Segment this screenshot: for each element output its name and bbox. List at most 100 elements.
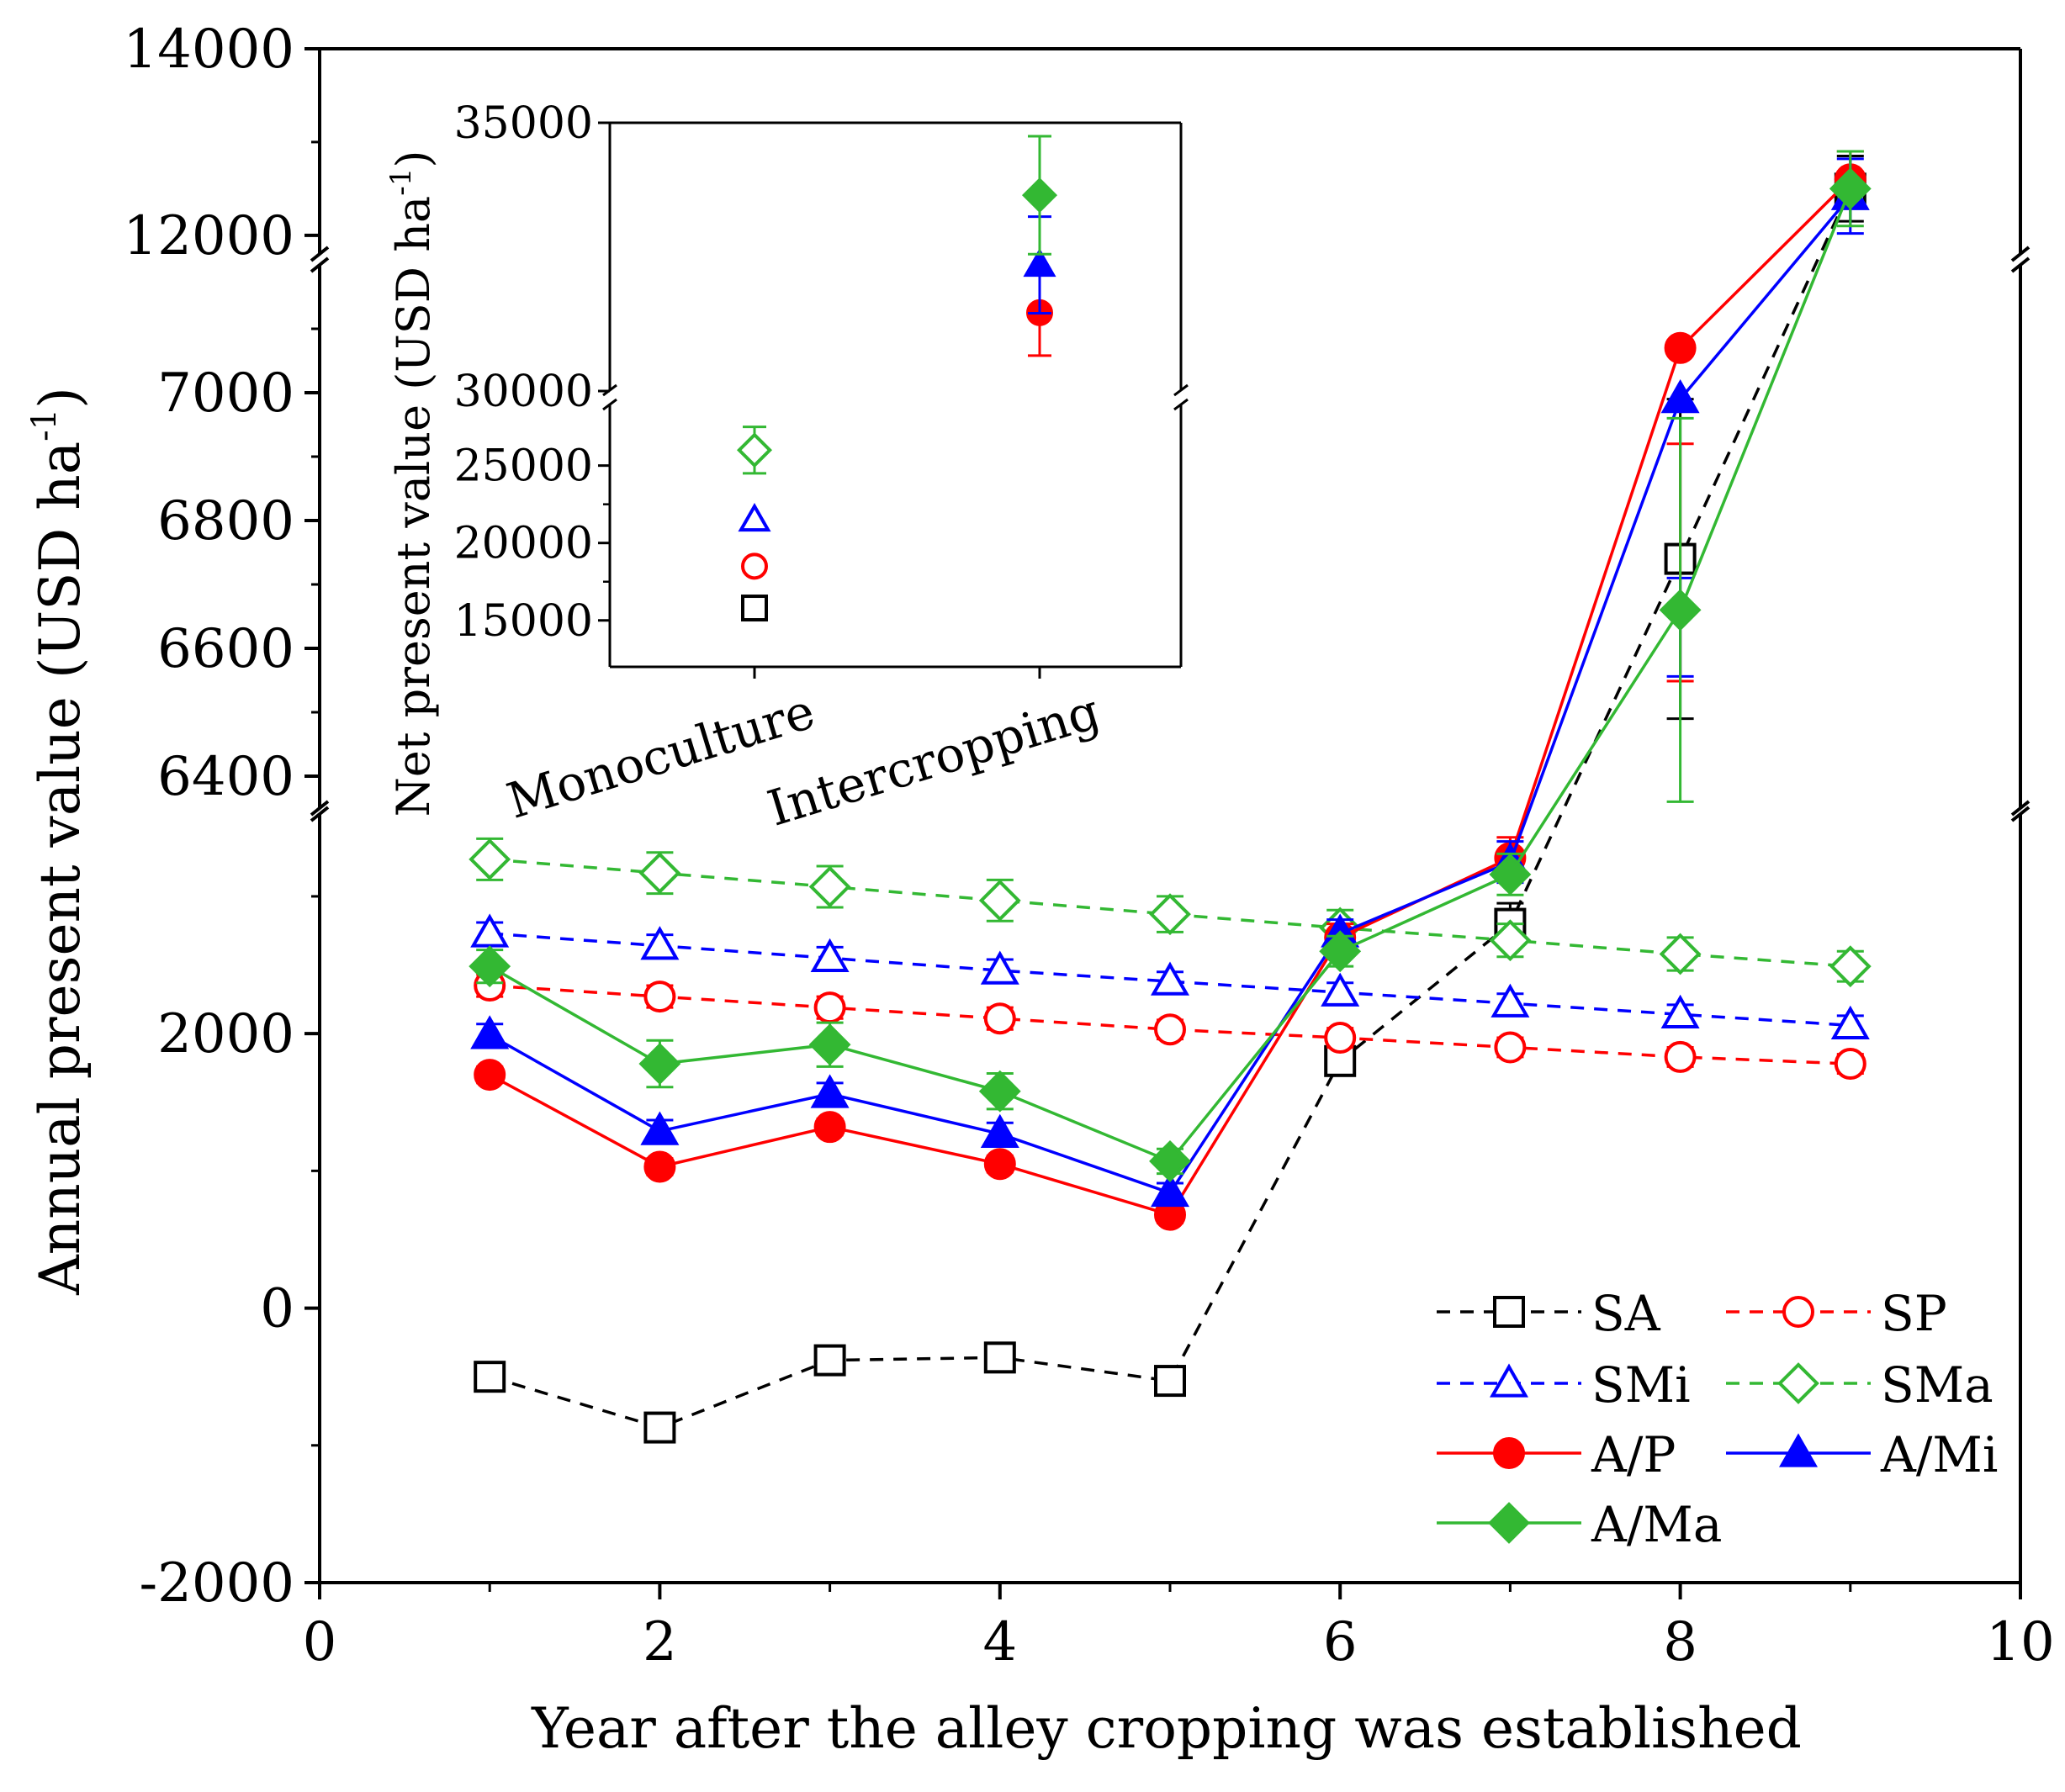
inset-point-sp: [741, 552, 768, 580]
inset-data-point: [741, 552, 768, 580]
inset-y-tick-label: 30000: [454, 367, 593, 417]
inset-y-axis-title-close: ): [387, 151, 440, 168]
legend-marker: [1490, 1363, 1528, 1398]
axis-break-mark: [2010, 256, 2031, 273]
legend: SA SP SMi SMa A/P A/Mi A/Ma: [1437, 1285, 1998, 1553]
data-point: [469, 945, 511, 988]
x-axis-title: Year after the alley cropping was establ…: [531, 1696, 1802, 1761]
inset-point-a-ma: [1021, 135, 1058, 256]
x-tick-label: 4: [982, 1611, 1017, 1673]
inset-data-point: [738, 502, 771, 532]
data-point: [983, 1002, 1016, 1035]
axis-break-mark: [310, 806, 330, 822]
legend-label: A/Mi: [1880, 1426, 1998, 1483]
data-point: [1154, 1013, 1186, 1046]
data-point: [1659, 933, 1702, 975]
data-point: [808, 1023, 851, 1066]
x-tick-label: 10: [1986, 1611, 2054, 1673]
legend-marker: [1493, 1437, 1525, 1469]
data-point: [643, 1150, 676, 1183]
series-a-p: [474, 150, 1866, 1231]
axis-break-mark: [310, 246, 330, 262]
legend-item-sp: SP: [1726, 1285, 1947, 1342]
series-line: [490, 932, 1851, 1028]
x-tick-label: 0: [303, 1611, 337, 1673]
data-point: [643, 1411, 676, 1444]
data-point: [640, 1111, 680, 1145]
data-point: [808, 865, 851, 908]
data-point: [1154, 1365, 1186, 1398]
data-point: [978, 1070, 1021, 1113]
series-line: [490, 858, 1851, 968]
inset-axis-break-mark: [1173, 398, 1189, 411]
data-point: [1829, 945, 1872, 988]
axis-break-mark: [310, 800, 330, 817]
axis-break-mark: [2010, 806, 2031, 822]
legend-item-a-mi: A/Mi: [1726, 1426, 1998, 1483]
inset-y-axis-title-main: Net present value (USD ha: [387, 196, 440, 817]
legend-label: SMa: [1881, 1356, 1994, 1414]
legend-marker: [1777, 1362, 1819, 1404]
inset-y-tick-label: 25000: [454, 441, 593, 492]
y-axis-title: Annual present value (USD ha-1): [25, 387, 93, 1296]
axis-break-mark: [2010, 246, 2031, 262]
legend-label: A/Ma: [1591, 1496, 1722, 1553]
legend-marker: [1779, 1433, 1818, 1467]
series-line: [490, 984, 1851, 1065]
data-point: [470, 1015, 510, 1049]
data-point: [1149, 893, 1191, 936]
x-tick-label: 6: [1323, 1611, 1358, 1673]
inset-axis-break-mark: [1173, 383, 1189, 397]
legend-label: SA: [1591, 1285, 1661, 1342]
data-point: [1489, 853, 1532, 896]
inset-y-tick-label: 15000: [454, 596, 593, 647]
axis-break-mark: [310, 256, 330, 273]
y-tick-label: 6800: [157, 490, 294, 552]
data-point: [1830, 1005, 1870, 1040]
data-point: [983, 1341, 1016, 1374]
legend-item-sa: SA: [1437, 1285, 1661, 1342]
axis-break-mark: [2010, 800, 2031, 817]
data-point: [643, 981, 676, 1013]
y-tick-label: 7000: [157, 362, 294, 425]
data-point: [474, 1059, 506, 1092]
data-point: [638, 852, 681, 895]
inset-plot: 1500020000250003000035000MonocultureInte…: [454, 98, 1189, 838]
legend-marker: [1493, 1296, 1525, 1328]
y-tick-label: 6400: [157, 746, 294, 808]
inset-data-point: [1023, 247, 1056, 278]
data-point: [810, 938, 850, 973]
data-point: [1489, 919, 1532, 962]
legend-item-smi: SMi: [1437, 1356, 1691, 1414]
data-point: [1660, 379, 1700, 414]
data-point: [1664, 331, 1697, 364]
series-a-mi: [470, 157, 1870, 1208]
legend-marker: [1782, 1296, 1814, 1328]
inset-point-sma: [736, 426, 773, 475]
data-point: [1491, 983, 1530, 1018]
data-point: [469, 838, 511, 880]
data-point: [1149, 1140, 1191, 1182]
y-tick-label: 6600: [157, 618, 294, 680]
inset-axis-break-mark: [602, 398, 617, 411]
legend-label: SP: [1881, 1285, 1947, 1342]
y-axis-title-main: Annual present value (USD ha: [28, 441, 93, 1296]
legend-label: A/P: [1591, 1426, 1676, 1483]
y-axis-title-close: ): [28, 387, 93, 409]
data-point: [983, 1148, 1016, 1181]
data-point: [474, 1361, 506, 1393]
data-point: [1321, 972, 1360, 1007]
inset-point-sa: [741, 595, 768, 622]
y-tick-label: 0: [260, 1278, 294, 1340]
inset-data-point: [1021, 177, 1058, 214]
data-point: [1324, 1022, 1357, 1055]
legend-marker: [1488, 1502, 1530, 1544]
data-point: [1494, 1031, 1527, 1064]
inset-x-tick-label: Intercropping: [761, 682, 1106, 837]
data-point: [980, 1113, 1019, 1148]
series-sa: [474, 155, 1866, 1444]
x-tick-label: 2: [643, 1611, 677, 1673]
y-tick-label: 12000: [123, 205, 294, 267]
